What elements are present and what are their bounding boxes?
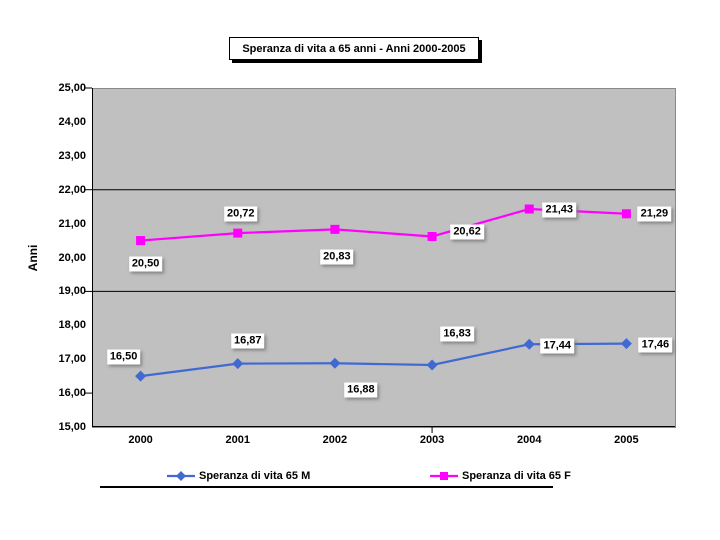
y-axis-tick-label: 19,00 — [58, 285, 86, 298]
legend-entry: Speranza di vita 65 F — [430, 468, 571, 484]
y-axis-tick-label: 25,00 — [58, 82, 86, 94]
data-point-label: 20,62 — [450, 224, 484, 240]
data-point-marker — [135, 370, 147, 382]
y-axis-tick-label: 24,00 — [58, 115, 86, 128]
data-point-label: 20,83 — [320, 249, 354, 265]
y-axis-tick-label: 21,00 — [58, 217, 86, 230]
x-axis-tick-label: 2005 — [614, 434, 639, 446]
legend-label: Speranza di vita 65 F — [462, 470, 571, 482]
data-point-label: 16,50 — [106, 349, 141, 365]
data-point-marker — [233, 228, 243, 238]
x-axis-tick-label: 2000 — [128, 434, 153, 446]
chart-title: Speranza di vita a 65 anni - Anni 2000-2… — [229, 37, 479, 60]
legend-square-marker-icon — [430, 472, 458, 480]
data-point-marker — [329, 357, 341, 369]
data-point-label: 21,29 — [637, 206, 672, 222]
plot-background — [92, 88, 676, 428]
data-point-marker — [330, 224, 340, 234]
data-point-label: 17,44 — [540, 338, 575, 354]
data-point-label: 20,72 — [223, 206, 258, 222]
y-axis-tick-label: 16,00 — [58, 387, 86, 400]
data-point-marker — [136, 236, 146, 246]
y-axis-tick-label: 23,00 — [58, 149, 86, 162]
data-point-label: 21,43 — [542, 202, 577, 218]
data-point-marker — [523, 338, 535, 350]
data-point-marker — [427, 231, 437, 241]
data-point-label: 16,87 — [230, 333, 265, 349]
legend-entry: Speranza di vita 65 M — [167, 468, 310, 484]
x-axis-tick-label: 2001 — [225, 434, 250, 446]
y-axis-tick-label: 15,00 — [58, 421, 86, 433]
data-point-marker — [524, 204, 534, 214]
y-axis-tick-label: 17,00 — [58, 353, 86, 366]
x-axis-tick-label: 2003 — [419, 434, 445, 446]
legend-label: Speranza di vita 65 M — [199, 470, 311, 482]
legend-underline — [100, 486, 553, 488]
data-point-label: 20,50 — [128, 256, 163, 272]
y-axis-tick-label: 20,00 — [58, 251, 86, 264]
data-point-label: 17,46 — [638, 337, 673, 353]
legend-diamond-marker-icon — [167, 471, 195, 481]
data-point-marker — [620, 338, 632, 350]
data-point-label: 16,83 — [440, 326, 474, 342]
y-axis-tick-label: 18,00 — [58, 319, 86, 332]
y-axis-tick-label: 22,00 — [58, 183, 86, 196]
data-point-marker — [232, 358, 244, 370]
data-point-marker — [426, 359, 438, 371]
x-axis-tick-label: 2002 — [322, 434, 348, 446]
x-axis-tick-label: 2004 — [517, 434, 542, 446]
data-point-marker — [621, 209, 631, 219]
data-point-label: 16,88 — [344, 382, 378, 398]
